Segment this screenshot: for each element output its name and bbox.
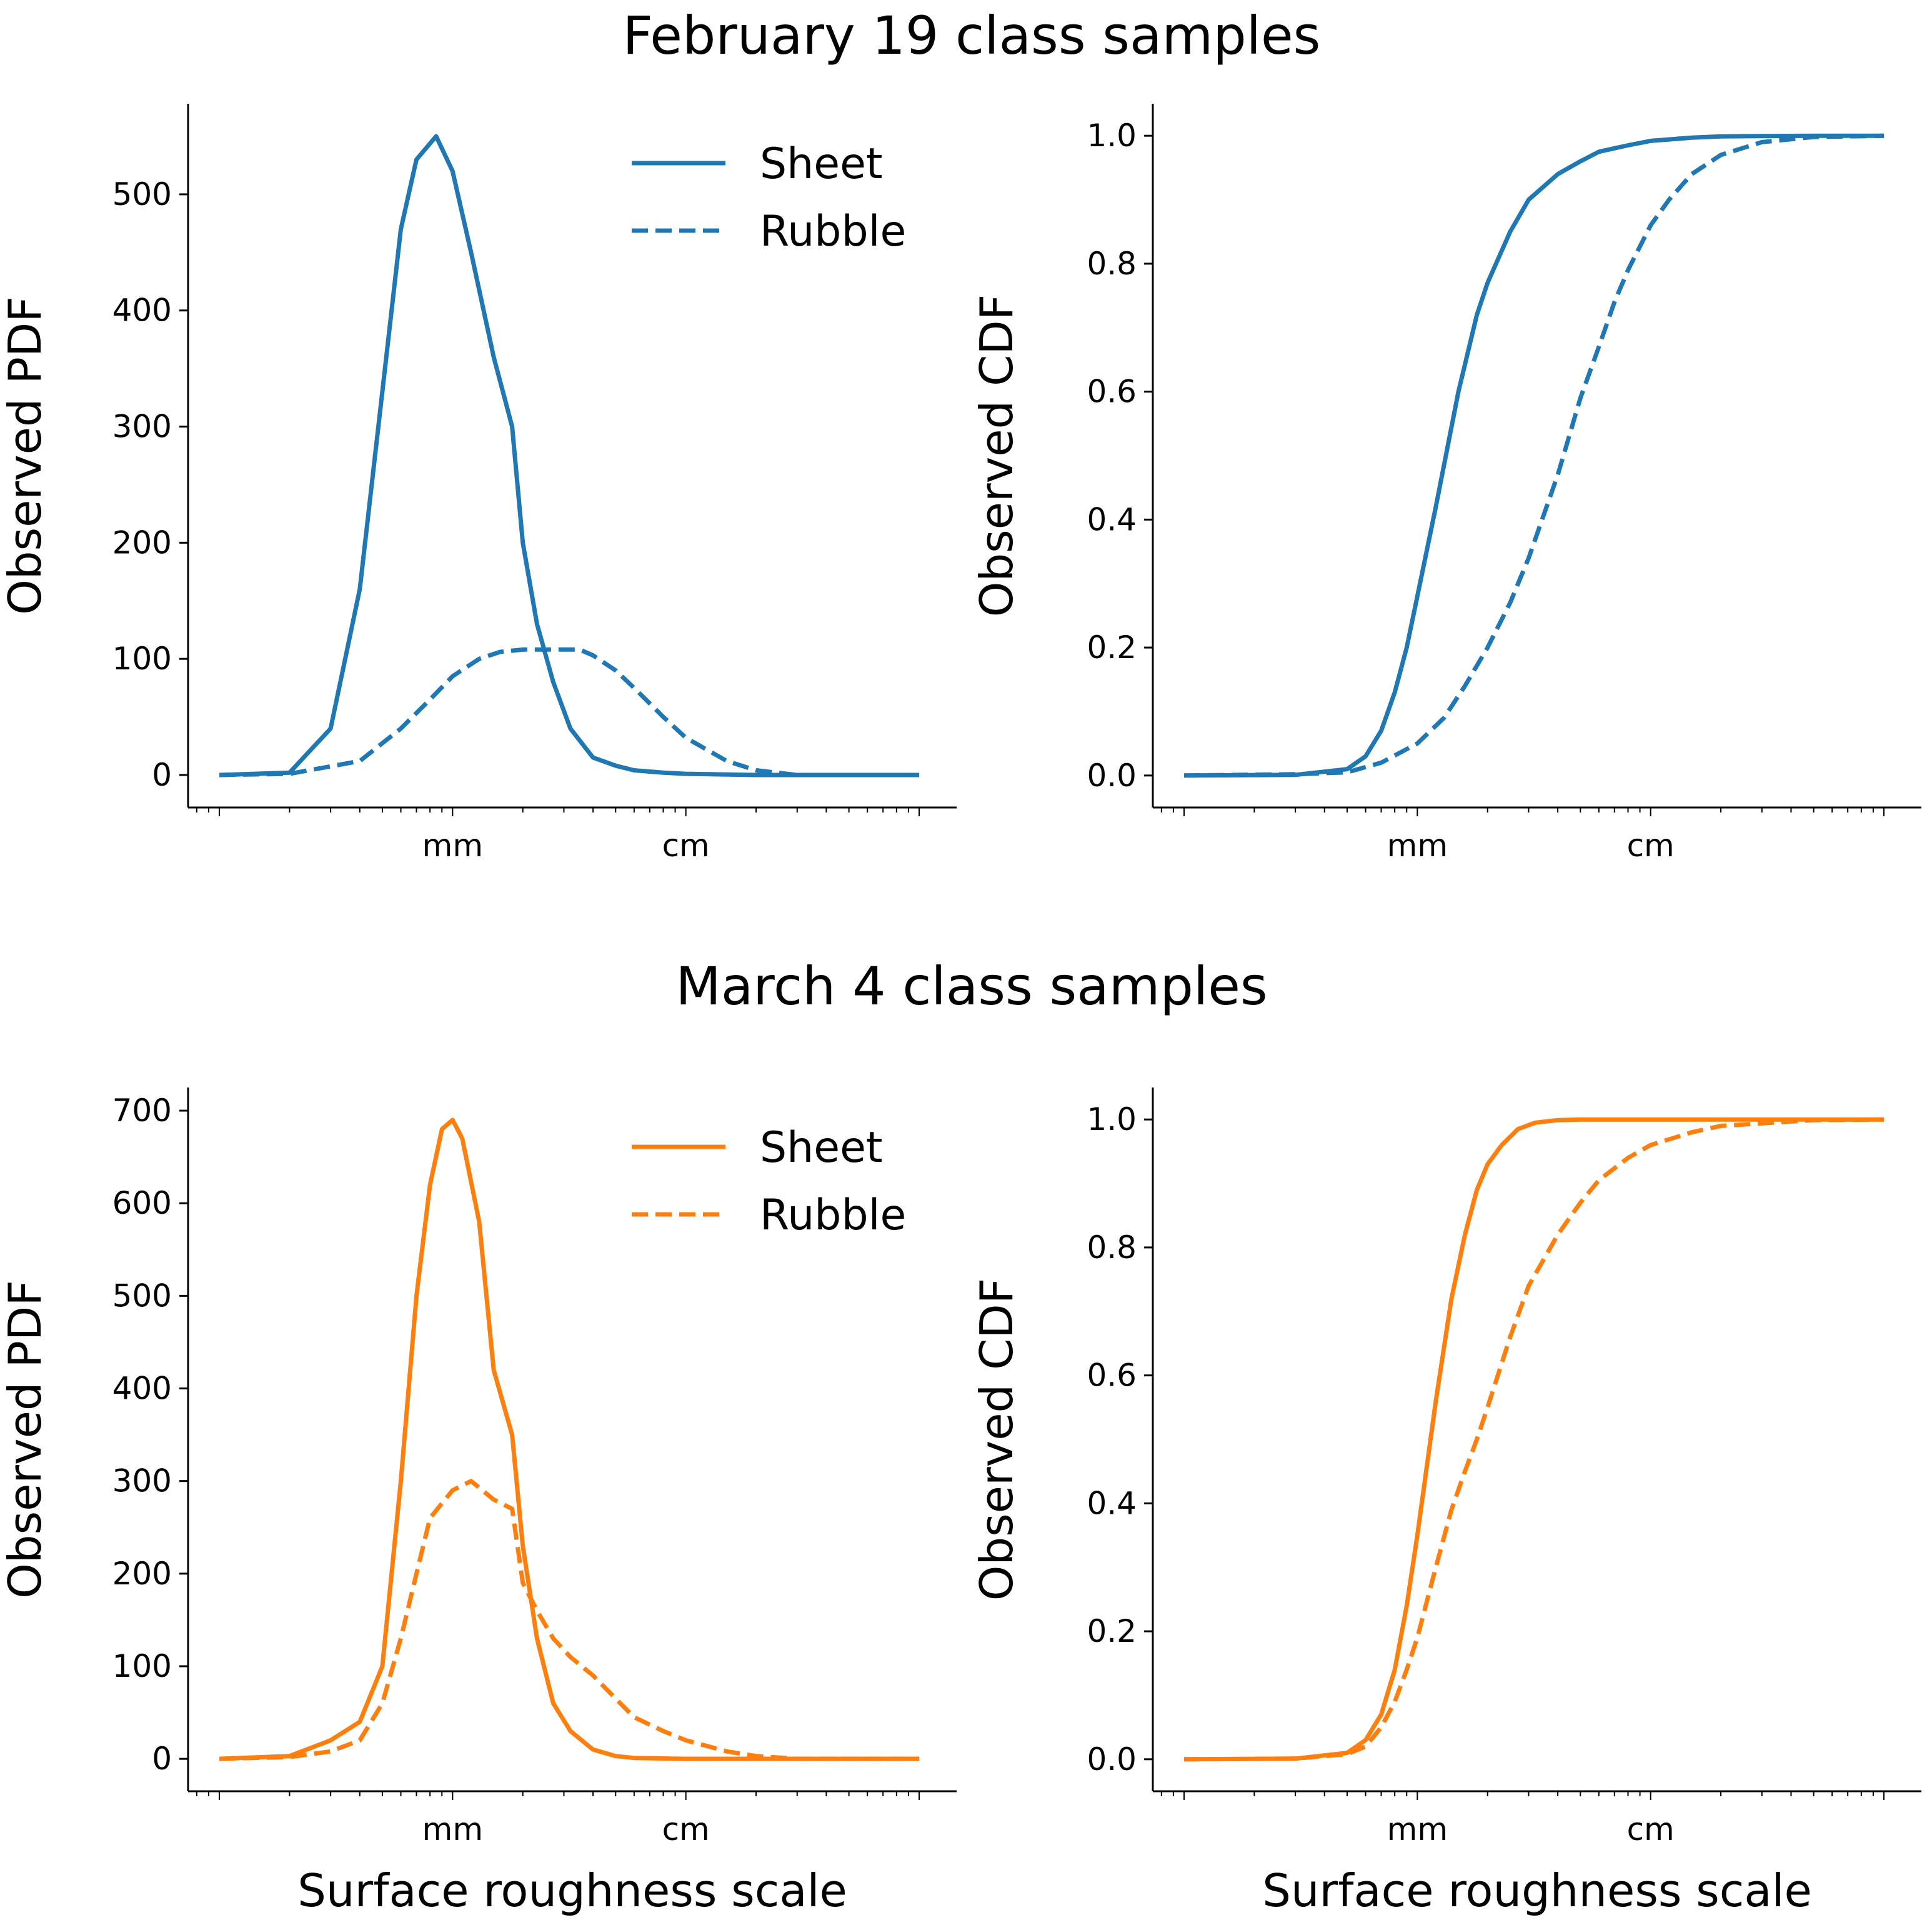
mar-pdf-ytick-label: 400 [112, 1371, 172, 1407]
feb-pdf-line-rubble [219, 647, 919, 778]
panels: 0 100 200 300 400 500 mm cm Observed PDF Sheet Rub… [0, 104, 1921, 1917]
mar-pdf-ytick-label: 300 [112, 1463, 172, 1499]
mar-cdf-xtick-label: mm [1387, 1811, 1448, 1848]
mar-pdf-ylabel: Observed PDF [0, 1280, 51, 1599]
mar-pdf-ytick-label: 200 [112, 1556, 172, 1592]
feb-pdf-panel: 0 100 200 300 400 500 mm cm Observed PDF Sheet Rub… [0, 104, 957, 864]
mar-pdf-ytick-label: 500 [112, 1278, 172, 1314]
mar-pdf-xlabel: Surface roughness scale [297, 1864, 847, 1917]
mar-cdf-xlabel: Surface roughness scale [1262, 1864, 1812, 1917]
bottom-suptitle: March 4 class samples [675, 956, 1267, 1017]
mar-pdf-xtick-label: mm [422, 1811, 483, 1848]
mar-cdf-line-rubble [1183, 1117, 1885, 1762]
feb-cdf-line-sheet [1183, 133, 1884, 778]
feb-pdf-line-sheet [219, 134, 919, 778]
feb-pdf-ytick-label: 100 [112, 641, 172, 677]
mar-pdf-legend-label-sheet: Sheet [760, 1123, 883, 1172]
mar-pdf-ytick-label: 600 [112, 1185, 172, 1221]
feb-cdf-xtick-label: cm [1627, 828, 1675, 864]
mar-cdf-panel: 0.0 0.2 0.4 0.6 0.8 1.0 mm cm Observed CDF Surfac… [970, 1088, 1921, 1917]
feb-cdf-ytick-label: 0.0 [1087, 758, 1137, 794]
feb-pdf-ytick-label: 400 [112, 292, 172, 329]
mar-pdf-line-sheet [219, 1118, 919, 1761]
feb-pdf-xtick-label: mm [422, 828, 483, 864]
top-suptitle: February 19 class samples [623, 5, 1321, 66]
mar-cdf-ytick-label: 0.6 [1087, 1358, 1137, 1394]
mar-cdf-line-sheet [1183, 1117, 1884, 1762]
mar-cdf-ytick-label: 0.8 [1087, 1229, 1137, 1266]
mar-pdf-ytick-label: 700 [112, 1092, 172, 1129]
feb-pdf-ytick-label: 200 [112, 524, 172, 561]
feb-pdf-ytick-label: 300 [112, 409, 172, 445]
feb-pdf-ytick-label: 0 [152, 757, 172, 793]
feb-cdf-ytick-label: 1.0 [1087, 118, 1137, 154]
mar-cdf-ytick-label: 0.2 [1087, 1613, 1137, 1649]
feb-cdf-line-rubble [1183, 133, 1885, 778]
feb-cdf-ylabel: Observed CDF [970, 294, 1023, 617]
mar-cdf-ytick-label: 0.4 [1087, 1485, 1137, 1521]
mar-pdf-ytick-label: 100 [112, 1648, 172, 1684]
feb-pdf-legend-label-rubble: Rubble [760, 207, 906, 256]
feb-pdf-legend-label-sheet: Sheet [760, 139, 883, 189]
mar-cdf-ytick-label: 0.0 [1087, 1741, 1137, 1778]
mar-cdf-xtick-label: cm [1627, 1811, 1675, 1848]
mar-cdf-ylabel: Observed CDF [970, 1278, 1023, 1601]
feb-cdf-ytick-label: 0.2 [1087, 629, 1137, 666]
mar-pdf-xtick-label: cm [662, 1811, 710, 1848]
feb-cdf-ytick-label: 0.8 [1087, 246, 1137, 282]
feb-pdf-ylabel: Observed PDF [0, 296, 51, 615]
feb-pdf-ytick-label: 500 [112, 176, 172, 212]
mar-pdf-line-rubble [219, 1479, 919, 1761]
feb-cdf-ytick-label: 0.4 [1087, 501, 1137, 538]
feb-cdf-ytick-label: 0.6 [1087, 374, 1137, 410]
feb-cdf-xtick-label: mm [1387, 828, 1448, 864]
mar-pdf-ytick-label: 0 [152, 1741, 172, 1777]
mar-pdf-legend-label-rubble: Rubble [760, 1191, 906, 1240]
mar-cdf-ytick-label: 1.0 [1087, 1101, 1137, 1138]
feb-cdf-panel: 0.0 0.2 0.4 0.6 0.8 1.0 mm cm Observed CDF [970, 104, 1921, 864]
feb-pdf-xtick-label: cm [662, 828, 710, 864]
mar-pdf-panel: 0 100 200 300 400 500 600 700 mm cm Observed PDF Su… [0, 1088, 957, 1917]
